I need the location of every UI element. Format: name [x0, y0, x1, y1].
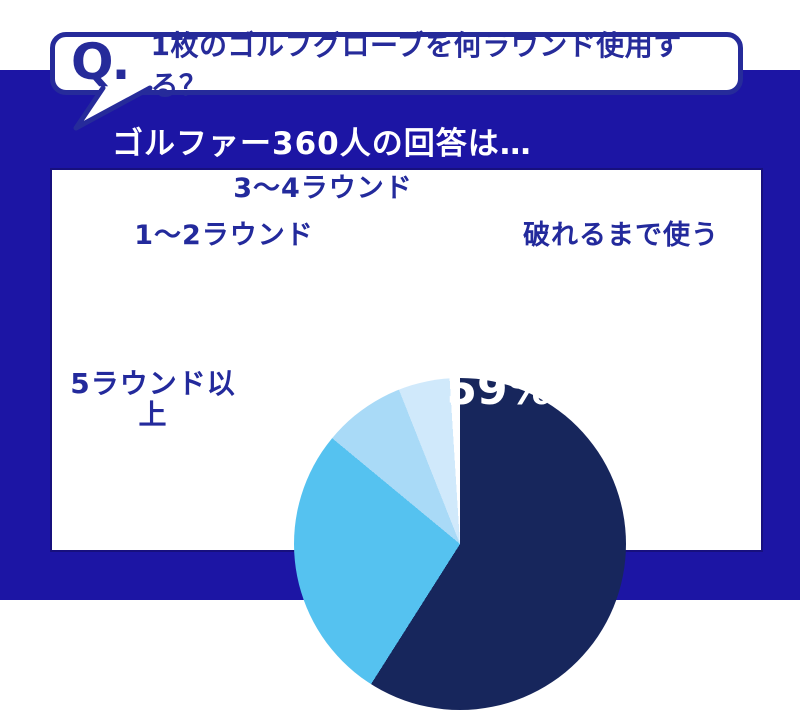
- slice-label-3to4-rounds: 3～4ラウンド: [233, 173, 413, 204]
- pie-chart: [294, 378, 626, 710]
- slice-label-5plus-rounds: 5ラウンド以上: [70, 367, 236, 431]
- pct-label-until-torn: 59%: [446, 364, 552, 415]
- chart-panel: 破れるまで使う 5ラウンド以上 1～2ラウンド 3～4ラウンド 59% 27% …: [50, 168, 763, 710]
- slice-label-until-torn: 破れるまで使う: [523, 220, 719, 251]
- question-bubble: Q. 1枚のゴルフグローブを何ラウンド使用する？: [50, 29, 743, 102]
- question-text: 1枚のゴルフグローブを何ラウンド使用する？: [150, 28, 682, 102]
- slice-label-1to2-rounds: 1～2ラウンド: [134, 220, 314, 251]
- pct-label-5plus-rounds: 27%: [271, 365, 367, 411]
- q-mark-label: Q.: [71, 32, 130, 91]
- pct-label-1to2-rounds: 8%: [314, 253, 360, 284]
- infographic-canvas: Q. 1枚のゴルフグローブを何ラウンド使用する？ ゴルファー360人の回答は… …: [0, 28, 800, 710]
- pct-label-3to4-rounds: 5%: [369, 230, 415, 260]
- subtitle-text: ゴルファー360人の回答は…: [112, 126, 532, 162]
